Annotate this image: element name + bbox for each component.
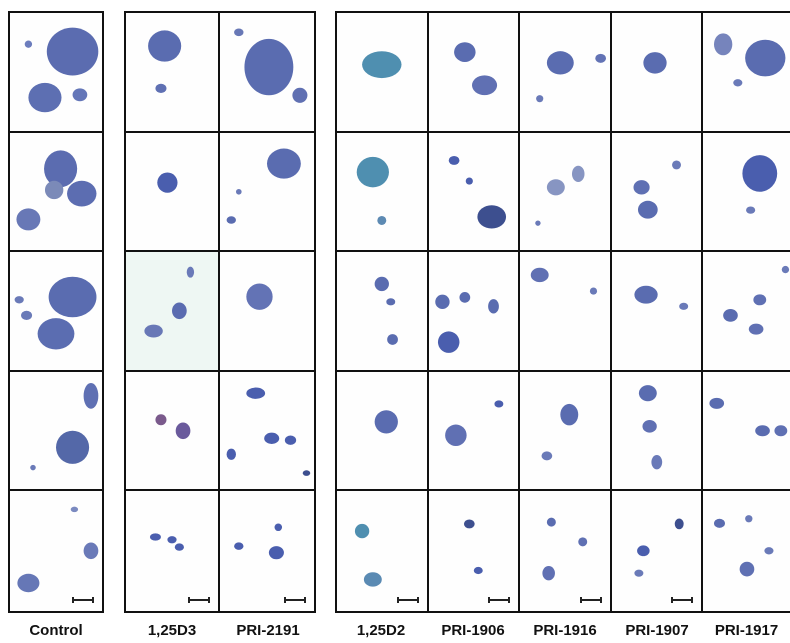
scale-bar xyxy=(396,596,419,603)
micrograph-cell xyxy=(428,132,521,253)
micrograph-cell xyxy=(220,252,314,372)
scale-bar xyxy=(579,596,602,603)
scale-bar xyxy=(72,596,94,603)
micrograph-cell xyxy=(703,491,790,611)
micrograph-cell xyxy=(611,252,704,372)
micrograph-cell xyxy=(337,13,429,133)
micrograph-cell xyxy=(10,13,102,133)
d2-panel xyxy=(335,11,790,613)
label-1-25d2: 1,25D2 xyxy=(356,622,406,639)
micrograph-cell xyxy=(428,252,521,372)
micrograph-cell xyxy=(126,252,220,372)
scale-bar xyxy=(671,596,694,603)
label-pri-1906: PRI-1906 xyxy=(441,622,505,639)
micrograph-cell xyxy=(337,132,429,253)
micrograph-cell xyxy=(220,491,314,611)
scale-bar xyxy=(188,596,210,603)
micrograph-cell xyxy=(10,132,102,253)
d3-panel xyxy=(124,11,316,613)
micrograph-cell xyxy=(703,13,790,133)
micrograph-cell xyxy=(337,252,429,372)
micrograph-cell xyxy=(428,491,521,611)
micrograph-cell xyxy=(703,371,790,492)
micrograph-cell xyxy=(611,132,704,253)
micrograph-cell xyxy=(337,491,429,611)
scale-bar xyxy=(488,596,511,603)
micrograph-cell xyxy=(520,132,612,253)
micrograph-cell xyxy=(611,13,704,133)
label-pri-1917: PRI-1917 xyxy=(714,622,779,639)
micrograph-cell xyxy=(10,371,102,492)
micrograph-cell xyxy=(126,132,220,253)
micrograph-cell xyxy=(126,491,220,611)
label-1-25d3: 1,25D3 xyxy=(147,622,197,639)
scale-bar xyxy=(284,596,306,603)
control-panel xyxy=(8,11,104,613)
micrograph-cell xyxy=(220,132,314,253)
micrograph-cell xyxy=(520,371,612,492)
micrograph-cell xyxy=(703,132,790,253)
micrograph-cell xyxy=(611,491,704,611)
micrograph-cell xyxy=(126,371,220,492)
label-pri-1916: PRI-1916 xyxy=(533,622,597,639)
micrograph-cell xyxy=(520,13,612,133)
micrograph-cell xyxy=(703,252,790,372)
micrograph-cell xyxy=(126,13,220,133)
label-control: Control xyxy=(29,622,83,639)
micrograph-cell xyxy=(337,371,429,492)
micrograph-cell xyxy=(10,491,102,611)
micrograph-cell xyxy=(220,13,314,133)
label-pri-2191: PRI-2191 xyxy=(236,622,300,639)
micrograph-cell xyxy=(428,13,521,133)
micrograph-cell xyxy=(611,371,704,492)
micrograph-cell xyxy=(220,371,314,492)
micrograph-cell xyxy=(520,491,612,611)
label-pri-1907: PRI-1907 xyxy=(625,622,689,639)
micrograph-cell xyxy=(520,252,612,372)
micrograph-cell xyxy=(428,371,521,492)
micrograph-cell xyxy=(10,252,102,372)
